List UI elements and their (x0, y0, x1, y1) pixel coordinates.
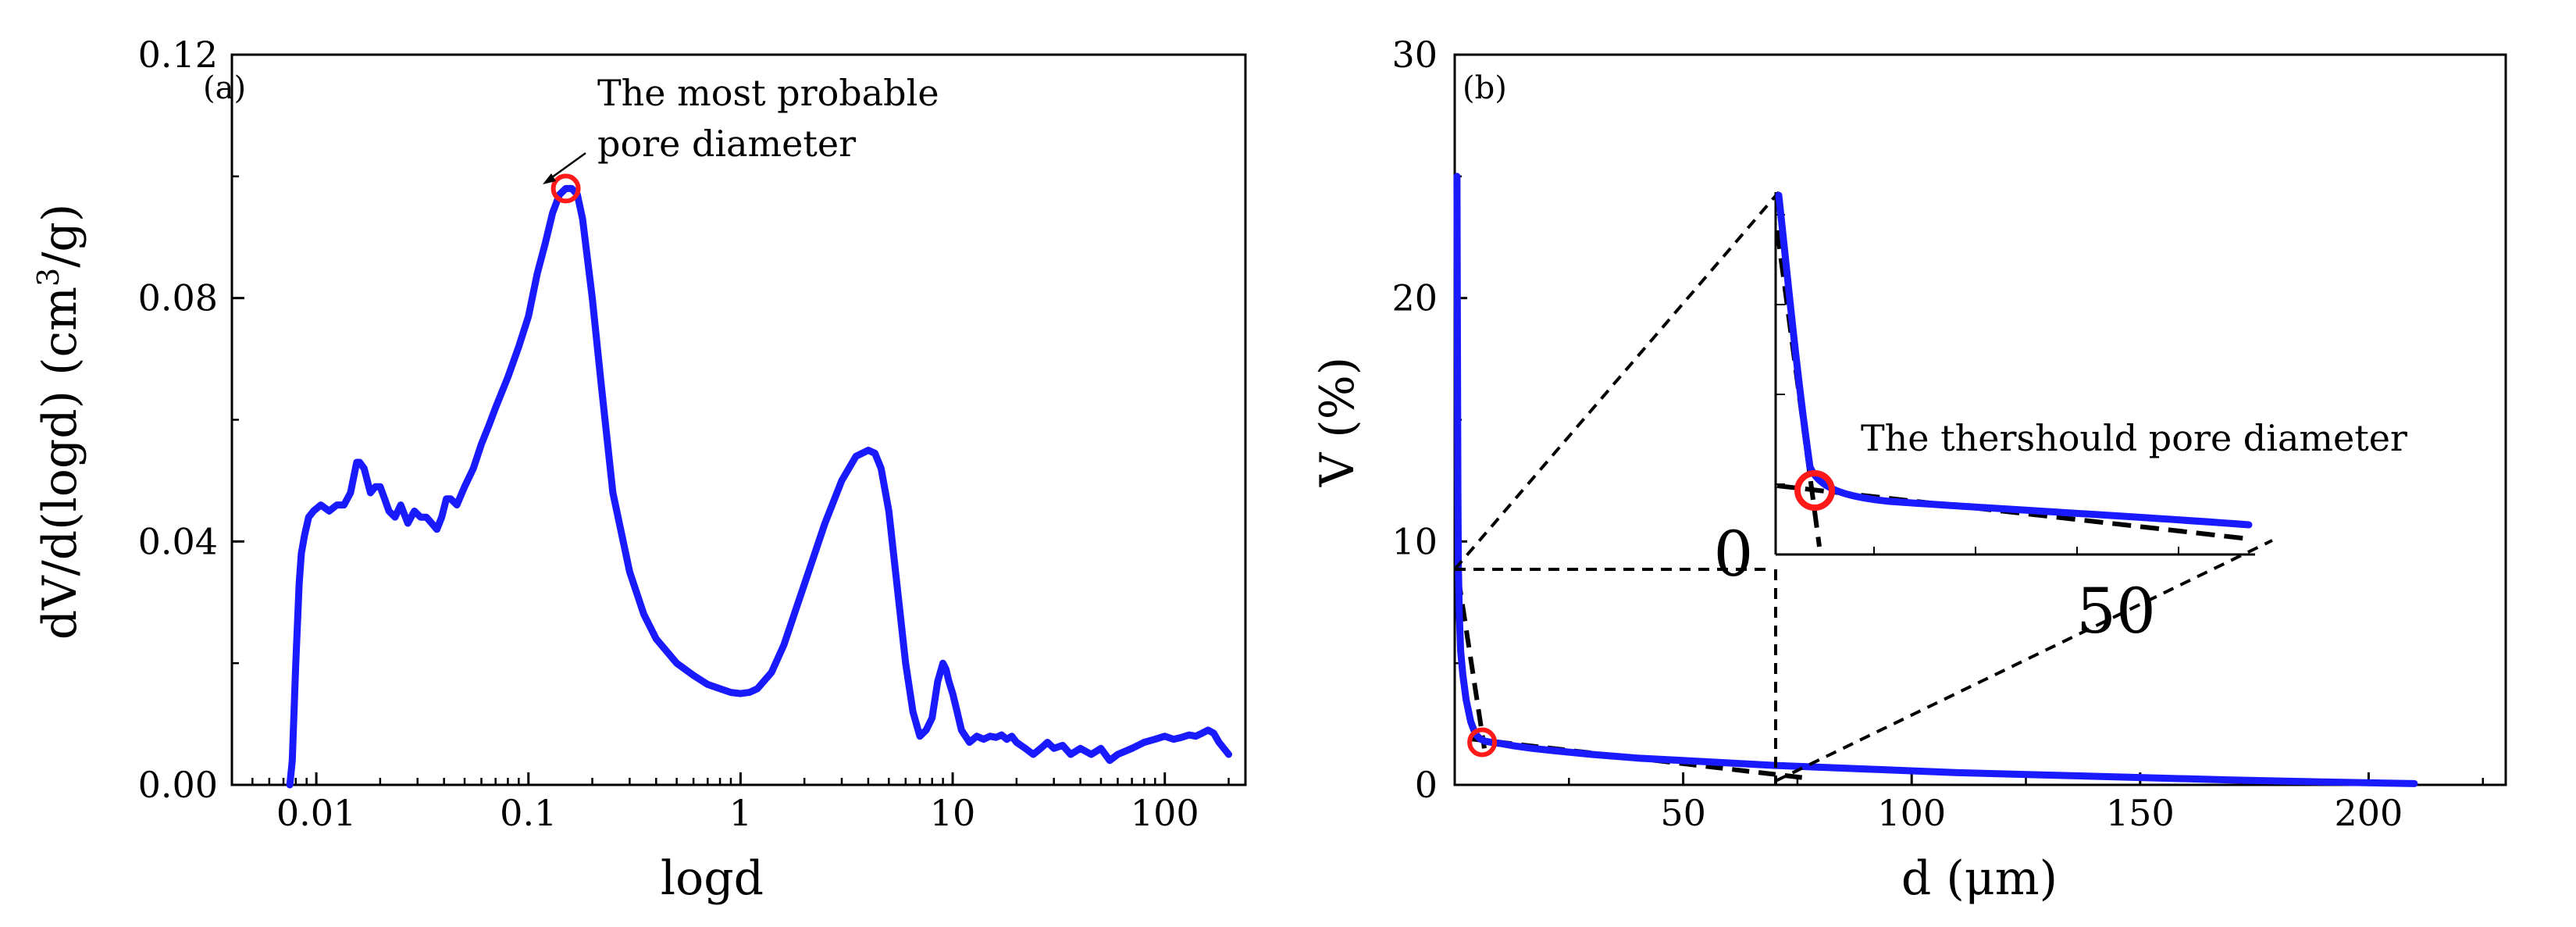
series-line-cumulative-volume (1453, 173, 2418, 787)
y-tick-label-b: 30 (1391, 34, 1438, 76)
y-tick-label-b: 10 (1391, 520, 1438, 562)
inset-series-line (1775, 191, 2253, 529)
annotation-line2-a: pore diameter (597, 123, 856, 165)
inset-ticks (1776, 214, 2179, 554)
y-tick-label-a: 0.08 (138, 277, 218, 319)
y-axis-label-tail-a: /g) (33, 204, 87, 268)
panel-tag-a: (a) (203, 70, 246, 106)
zoom-guide-top-left (1453, 191, 1780, 571)
chart-panel-b: 50 100 150 200 0 10 20 30 The thershould pore d… (1310, 34, 2507, 906)
inset-tick-label-50: 50 (2076, 575, 2156, 647)
tick-labels-a: 0.01 0.1 1 10 100 0.00 0.04 0.08 0.12 (138, 34, 1199, 834)
series-line-pore-distribution (286, 184, 1232, 789)
zoom-guides (1453, 191, 2273, 785)
chart-panel-a: 0.01 0.1 1 10 100 0.00 0.04 0.08 0.12 The most p… (31, 34, 1247, 906)
y-axis-label-b: V (%) (1310, 357, 1365, 487)
y-tick-label-a: 0.12 (138, 34, 218, 76)
x-tick-label-a: 0.01 (276, 792, 356, 834)
annotation-arrowhead-a (543, 173, 556, 184)
threshold-marker (1467, 727, 1498, 758)
x-tick-label-b: 150 (2106, 792, 2175, 834)
zoom-guide-bottom-right (1775, 539, 2273, 783)
x-tick-label-b: 50 (1660, 792, 1706, 834)
annotation-line1-a: The most probable (597, 72, 939, 114)
inset-zoom-plot: The thershould pore diameter 0 50 (1714, 191, 2407, 647)
x-tick-label-a: 10 (930, 792, 976, 834)
y-axis-label-sup-a: 3 (31, 268, 66, 287)
tick-labels-b: 50 100 150 200 0 10 20 30 (1391, 34, 2403, 834)
x-tick-label-b: 200 (2335, 792, 2403, 834)
y-tick-label-b: 0 (1415, 764, 1438, 806)
x-tick-label-a: 100 (1131, 792, 1199, 834)
y-tick-label-a: 0.04 (138, 520, 218, 562)
inset-tick-label-0: 0 (1714, 518, 1754, 590)
tangent-line-1 (1455, 577, 1487, 749)
x-tick-label-b: 100 (1877, 792, 1946, 834)
inset-annotation: The thershould pore diameter (1861, 417, 2407, 459)
most-probable-marker (550, 173, 581, 204)
panel-tag-b: (b) (1463, 70, 1507, 106)
inset-tangent-1 (1775, 230, 1822, 547)
x-tick-label-a: 0.1 (500, 792, 557, 834)
x-axis-label-a: logd (661, 851, 764, 906)
y-tick-label-b: 20 (1391, 277, 1438, 319)
y-tick-label-a: 0.00 (138, 764, 218, 806)
x-tick-label-a: 1 (729, 792, 752, 834)
x-axis-label-b: d (μm) (1901, 851, 2058, 906)
axis-ticks-a (230, 53, 1230, 786)
inset-threshold-marker (1794, 470, 1835, 511)
y-axis-label-a: dV/d(logd) (cm3/g) (31, 204, 87, 640)
